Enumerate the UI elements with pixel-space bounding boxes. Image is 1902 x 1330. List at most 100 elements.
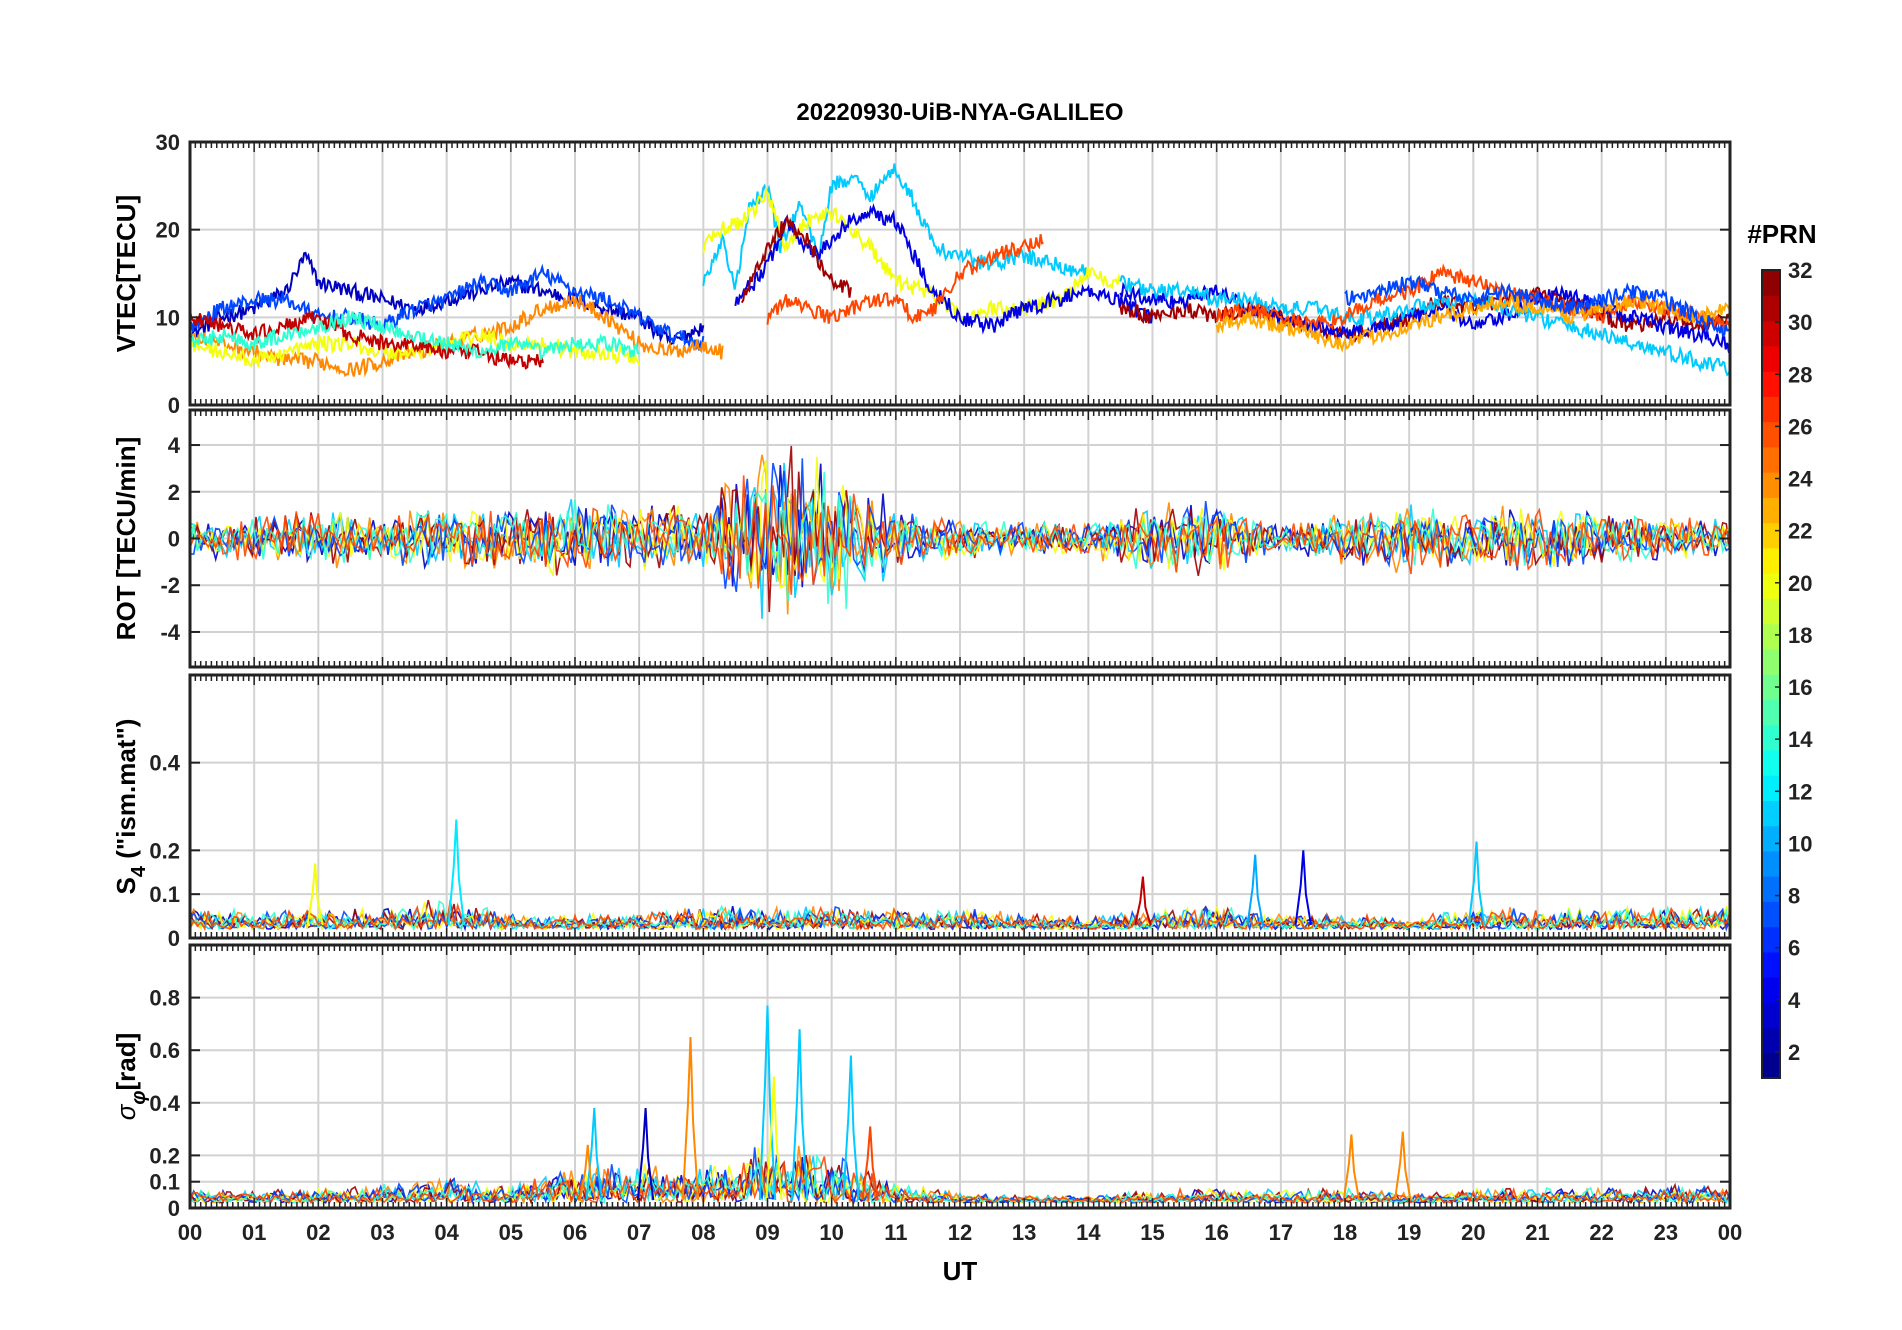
x-tick-label: 00 — [178, 1220, 202, 1245]
sigma_phi-spike — [842, 1055, 860, 1201]
x-tick-label: 18 — [1333, 1220, 1357, 1245]
x-tick-label: 07 — [627, 1220, 651, 1245]
y-tick-label: 0.2 — [149, 1143, 180, 1168]
sigma_phi-spike — [765, 1076, 783, 1201]
y-tick-label: 0 — [168, 393, 180, 418]
panel-grid — [189, 675, 1731, 939]
colorbar-step — [1762, 901, 1780, 928]
colorbar-step — [1762, 876, 1780, 902]
vtec-series-prn-14 — [190, 310, 640, 360]
x-tick-label: 16 — [1204, 1220, 1228, 1245]
colorbar-step — [1762, 522, 1780, 549]
y-axis-label: σφ[rad] — [111, 1033, 150, 1121]
vtec-series-prn-11 — [1119, 275, 1730, 377]
panel-s4: 00.10.20.4S4 ("ism.mat") — [111, 673, 1732, 951]
colorbar-tick-label: 14 — [1788, 727, 1813, 752]
colorbar-tick-label: 10 — [1788, 831, 1812, 856]
panel-sigma_phi: 00.10.2 0.4 0.6 0.8 σφ[rad] — [111, 943, 1732, 1221]
sigma_phi-spike — [790, 1029, 809, 1201]
s4-spike — [1246, 854, 1264, 926]
colorbar-step — [1762, 345, 1780, 372]
colorbar-step — [1762, 396, 1780, 423]
x-tick-label: 05 — [499, 1220, 523, 1245]
s4-series-prn-24 — [190, 904, 1730, 932]
x-tick-label: 03 — [370, 1220, 394, 1245]
sigma_phi-spike — [681, 1036, 700, 1201]
colorbar-step — [1762, 497, 1780, 524]
colorbar-step — [1762, 472, 1780, 498]
s4-spike — [1134, 876, 1152, 926]
y-axis-label: VTEC[TECU] — [111, 195, 141, 352]
colorbar-step — [1762, 724, 1780, 751]
colorbar-tick-label: 20 — [1788, 571, 1812, 596]
colorbar-step — [1762, 648, 1780, 675]
rot-series-prn-7 — [190, 458, 1730, 593]
vtec-series-prn-30 — [190, 308, 544, 370]
y-tick-label: -2 — [160, 573, 180, 598]
colorbar-tick-label: 26 — [1788, 414, 1812, 439]
colorbar-step — [1762, 1002, 1780, 1029]
sigma_phi-spike — [1394, 1131, 1412, 1201]
colorbar-tick-label: 32 — [1788, 258, 1812, 283]
sigma_phi-spike — [758, 1005, 777, 1201]
y-tick-label: 0 — [168, 926, 180, 951]
x-tick-label: 12 — [948, 1220, 972, 1245]
y-axis-label: S4 ("ism.mat") — [111, 719, 150, 895]
colorbar-tick-label: 16 — [1788, 675, 1812, 700]
y-axis-label: ROT [TECU/min] — [111, 437, 141, 641]
colorbar-tick-label: 18 — [1788, 623, 1812, 648]
y-axis-label-rest: ("ism.mat") — [111, 719, 141, 866]
colorbar-step — [1762, 850, 1780, 877]
x-tick-labels: 00 01 02 03 04 05 06 07 08 09 10 11 12 13 14 15 16 17 18 19… — [178, 1220, 1742, 1245]
colorbar-tick-label: 8 — [1788, 884, 1800, 909]
vtec-series-prn-23 — [1215, 291, 1730, 353]
x-tick-label: 02 — [306, 1220, 330, 1245]
colorbar-step — [1762, 800, 1780, 827]
colorbar-step — [1762, 951, 1780, 978]
y-axis-label-main: S — [111, 877, 141, 894]
colorbar-tick-label: 2 — [1788, 1040, 1800, 1065]
sigma_phi-spike — [579, 1144, 597, 1201]
x-tick-label: 23 — [1654, 1220, 1678, 1245]
colorbar-step — [1762, 749, 1780, 776]
x-tick-label: 19 — [1397, 1220, 1421, 1245]
sigma_phi-spike — [861, 1126, 879, 1201]
panel-ticks — [189, 945, 1731, 1209]
colorbar-step — [1762, 371, 1780, 397]
panel-ticks — [189, 675, 1731, 939]
y-tick-label: 0 — [168, 527, 180, 552]
colorbar-step — [1762, 320, 1780, 347]
panel-ticks — [189, 141, 1731, 406]
panel-ticks — [189, 410, 1731, 667]
colorbar-tick-label: 24 — [1788, 467, 1813, 492]
vtec-series-prn-26 — [766, 234, 1044, 325]
s4-spike — [306, 863, 324, 926]
panel-grid — [189, 945, 1731, 1209]
x-tick-label: 15 — [1140, 1220, 1164, 1245]
y-tick-label: 0.2 — [149, 838, 180, 863]
colorbar-frame — [1761, 269, 1781, 1079]
vtec-series-prn-7 — [190, 263, 705, 351]
vtec-series-prn-31 — [740, 213, 852, 304]
colorbar-step — [1762, 547, 1780, 574]
y-tick-label: 30 — [156, 130, 180, 155]
x-tick-label: 17 — [1269, 1220, 1293, 1245]
vtec-series-prn-7 — [1344, 274, 1730, 338]
vtec-series-prn-3 — [190, 251, 705, 346]
y-tick-label: 0.6 — [149, 1038, 180, 1063]
s4-spike — [1294, 850, 1312, 926]
colorbar-step — [1762, 421, 1780, 448]
colorbar-step — [1762, 699, 1780, 726]
s4-series-prn-7 — [190, 904, 1730, 932]
x-tick-label: 04 — [434, 1220, 459, 1245]
x-tick-label: 11 — [884, 1220, 907, 1245]
y-tick-label: 20 — [156, 218, 180, 243]
chart-title: 20220930-UiB-NYA-GALILEO — [796, 99, 1123, 126]
colorbar-step — [1762, 1027, 1780, 1054]
x-tick-label: 00 — [1718, 1220, 1742, 1245]
sigma_phi-spike — [636, 1108, 655, 1201]
colorbar-step — [1762, 573, 1780, 599]
y-tick-label: 4 — [168, 433, 181, 458]
x-tick-label: 22 — [1589, 1220, 1613, 1245]
